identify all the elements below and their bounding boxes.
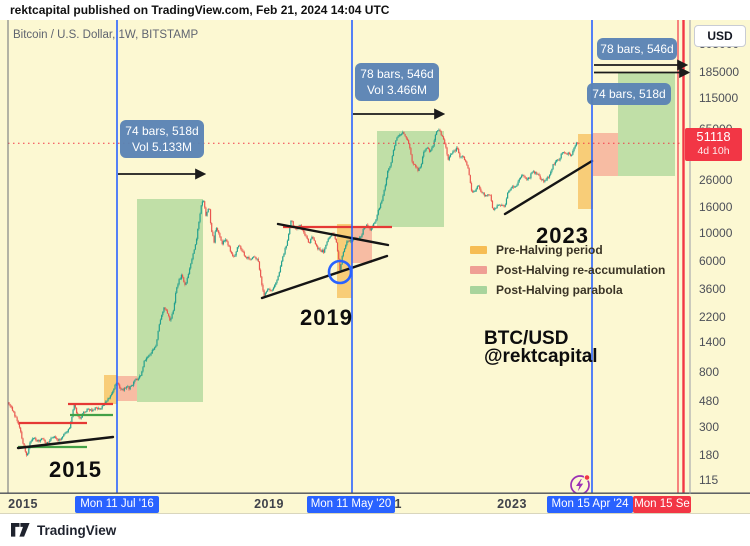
- measure-label-line: Vol 3.466M: [366, 83, 428, 97]
- price-tick: 6000: [699, 254, 726, 269]
- measure-label-line: Vol 5.133M: [131, 140, 193, 154]
- year-label: 2015: [8, 497, 38, 511]
- price-tick: 2200: [699, 309, 726, 324]
- legend-swatch-icon: [470, 245, 487, 254]
- current-price-value: 51118: [696, 129, 731, 145]
- legend-swatch-icon: [470, 285, 487, 294]
- attribution-bar: rektcapital published on TradingView.com…: [0, 0, 750, 20]
- halving-date-badge[interactable]: Mon 15 Se: [633, 495, 691, 513]
- price-tick: 10000: [699, 225, 733, 240]
- price-tick: 115: [699, 472, 719, 487]
- price-tick: 480: [699, 393, 720, 408]
- price-tick: 16000: [699, 199, 733, 214]
- price-tick: 1400: [699, 334, 726, 349]
- tradingview-logo-icon[interactable]: [11, 523, 30, 537]
- current-price-badge: 51118 4d 10h: [685, 128, 742, 162]
- price-tick: 115000: [699, 90, 739, 105]
- bars-measure-label[interactable]: 74 bars, 518d: [587, 83, 671, 105]
- bars-measure-label[interactable]: 74 bars, 518d Vol 5.133M: [120, 120, 204, 158]
- attribution-text: rektcapital published on TradingView.com…: [10, 3, 390, 17]
- legend: Pre-Halving period Post-Halving re-accumu…: [470, 242, 666, 297]
- annotation-year-2015: 2015: [49, 457, 102, 482]
- price-tick: 300: [699, 419, 720, 434]
- chart-area[interactable]: Bitcoin / U.S. Dollar, 1W, BITSTAMP USD …: [0, 20, 750, 494]
- annotation-year-2023: 2023: [536, 223, 589, 248]
- price-tick: 3600: [699, 282, 726, 297]
- price-tick: 26000: [699, 173, 733, 188]
- measure-label-line: 74 bars, 518d: [592, 87, 666, 101]
- watermark-symbol: BTC/USD: [484, 328, 569, 349]
- year-label: 2023: [497, 497, 527, 511]
- measure-label-line: 78 bars, 546d: [360, 67, 434, 81]
- price-axis[interactable]: 3050001850001150006500026000160001000060…: [690, 20, 750, 494]
- footer: TradingView: [0, 514, 750, 546]
- halving-date-badge[interactable]: Mon 11 Jul '16: [75, 495, 159, 513]
- legend-row: Pre-Halving period: [470, 242, 665, 257]
- symbol-title: Bitcoin / U.S. Dollar, 1W, BITSTAMP: [13, 29, 199, 41]
- legend-row: Post-Halving re-accumulation: [470, 262, 666, 277]
- bars-measure-label[interactable]: 78 bars, 546d: [597, 38, 677, 60]
- legend-swatch-icon: [470, 265, 487, 274]
- tradingview-brand[interactable]: TradingView: [37, 522, 117, 538]
- legend-label: Post-Halving re-accumulation: [496, 262, 666, 277]
- price-tick: 180: [699, 447, 720, 462]
- measure-label-line: 78 bars, 546d: [600, 42, 674, 56]
- annotation-year-2019: 2019: [300, 305, 353, 330]
- legend-row: Post-Halving parabola: [470, 282, 665, 297]
- bars-measure-label[interactable]: 78 bars, 546d Vol 3.466M: [355, 63, 439, 101]
- watermark: BTC/USD @rektcapital: [484, 328, 598, 367]
- legend-label: Pre-Halving period: [496, 242, 603, 257]
- measure-label-line: 74 bars, 518d: [125, 124, 199, 138]
- currency-button[interactable]: USD: [694, 25, 746, 47]
- halving-date-badge[interactable]: Mon 11 May '20: [307, 495, 395, 513]
- watermark-handle: @rektcapital: [484, 346, 598, 367]
- price-tick: 800: [699, 365, 720, 380]
- halving-countdown: 4d 10h: [697, 145, 730, 158]
- year-label: 2019: [254, 497, 284, 511]
- halving-date-badge[interactable]: Mon 15 Apr '24: [547, 495, 633, 513]
- legend-label: Post-Halving parabola: [496, 282, 623, 297]
- price-tick: 185000: [699, 64, 740, 79]
